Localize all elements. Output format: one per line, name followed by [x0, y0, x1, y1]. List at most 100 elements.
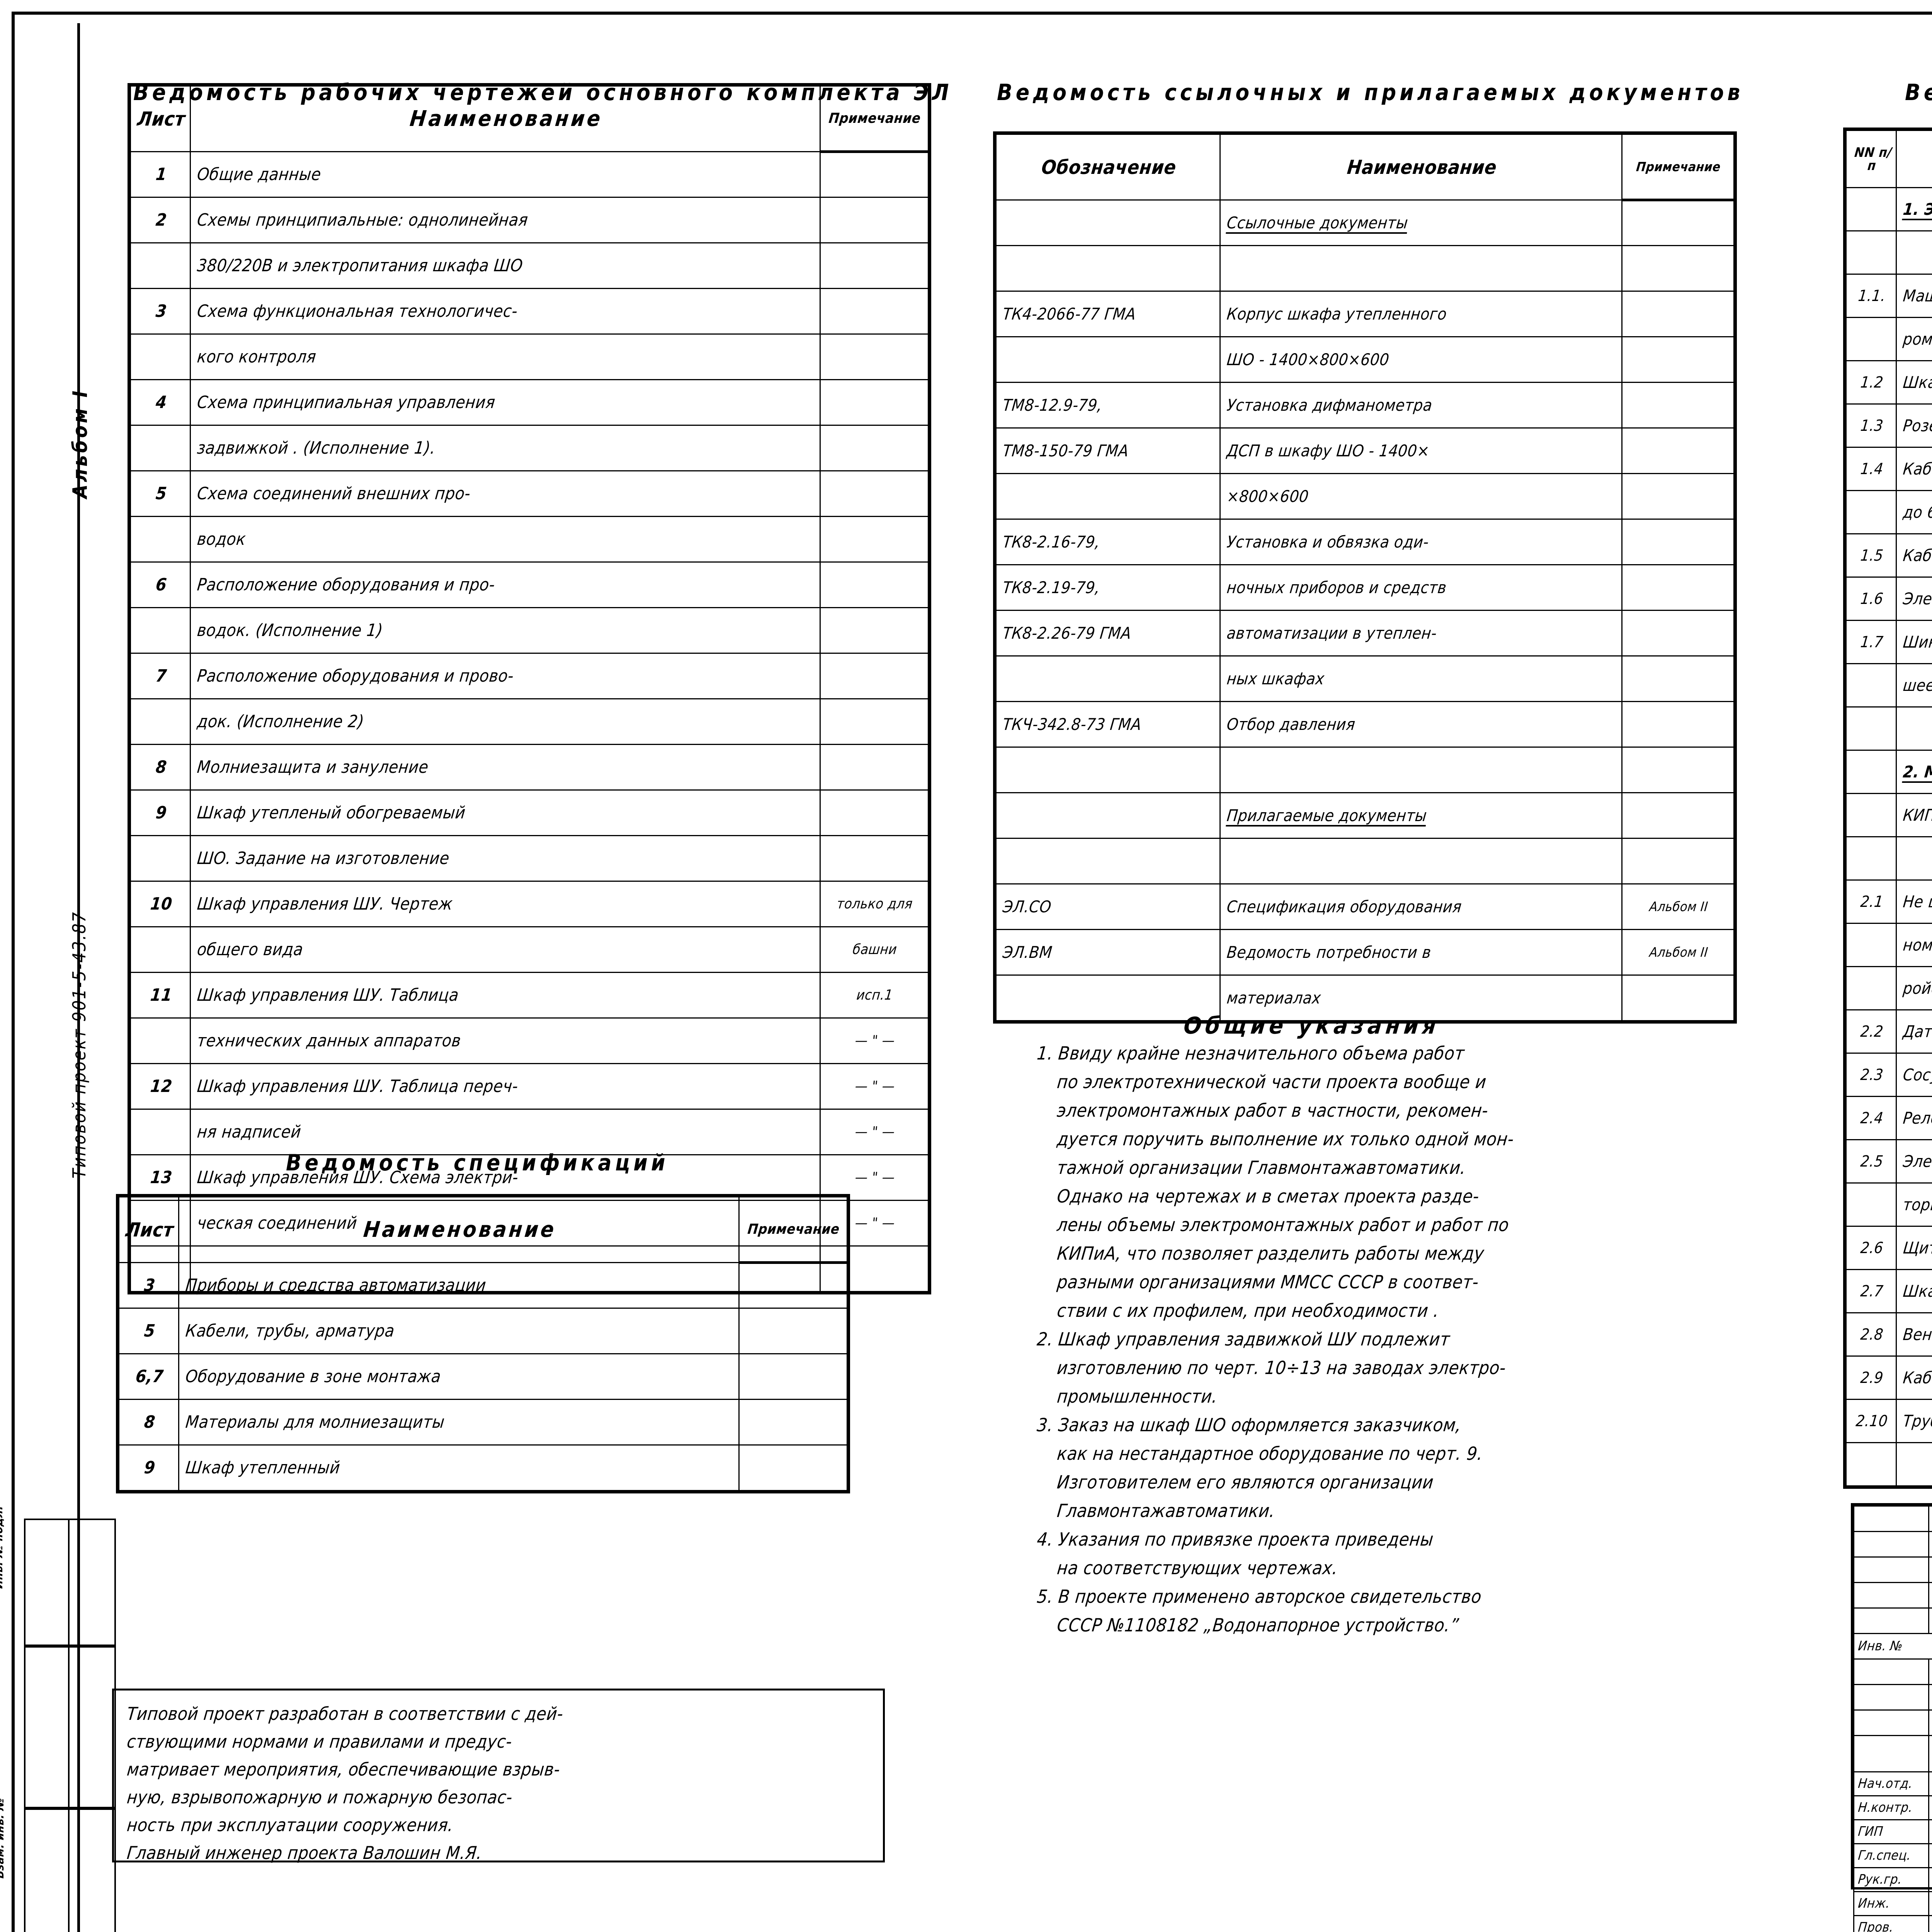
cell-name [1219, 747, 1622, 793]
cell-name: водок. (Исполнение 1) [189, 607, 821, 654]
cell-sheet [130, 242, 191, 289]
cell-work-name [1896, 706, 1932, 751]
table-row: 8 Молниезащита и зануление [130, 744, 929, 791]
col-header-sheet: Лист [118, 1196, 179, 1263]
cell-code [995, 975, 1221, 1021]
cell-no [1845, 966, 1897, 1010]
cell-sheet: 11 [130, 972, 191, 1019]
cell-no [1845, 187, 1897, 231]
cell-note [819, 835, 929, 882]
cell-note [819, 379, 929, 426]
cell-code: ЭЛ.СО [995, 883, 1221, 930]
cell-name: Приборы и средства автоматизации [178, 1262, 740, 1309]
cell-work-name: торы, трансформаторы) [1896, 1182, 1932, 1227]
cell-no [1845, 750, 1897, 794]
table-volumes-body: 1. Электромонтажные работы 1.1.Машина эле… [1845, 187, 1932, 1486]
cell-work-name [1896, 836, 1932, 881]
tb-signer-name: Рудницкий [1928, 1867, 1932, 1893]
table-row: 3 Схема функциональная технологичес- [130, 288, 929, 335]
cell-note [738, 1308, 848, 1354]
cell-sheet: 5 [118, 1308, 179, 1354]
table-row: торы, трансформаторы)шт88 [1845, 1182, 1932, 1227]
cell-name [1219, 245, 1622, 292]
instruction-line: тажной организации Главмонтажавтоматики. [1056, 1157, 1467, 1179]
table-row [1845, 1442, 1932, 1486]
cell-name: Материалы для молниезащиты [178, 1399, 740, 1446]
table-row: 1 Общие данные [130, 151, 929, 198]
instruction-line: лены объемы электромонтажных работ и раб… [1056, 1214, 1510, 1236]
cell-note [1621, 291, 1735, 337]
table-row: 2. Монтажные работы по [1845, 750, 1932, 794]
table-row: кого контроля [130, 333, 929, 380]
cell-note: — " — [819, 1063, 929, 1110]
cell-code [995, 336, 1221, 383]
cell-name: ня надписей [189, 1109, 821, 1155]
cell-sheet: 8 [118, 1399, 179, 1446]
instruction-line: 2. Шкаф управления задвижкой ШУ подлежит [1036, 1329, 1451, 1350]
compliance-note-box: Типовой проект разработан в соответствии… [112, 1689, 885, 1863]
cell-sheet: 3 [130, 288, 191, 335]
cell-note [1621, 199, 1735, 246]
cell-work-name: до 6кв.мм на скобках [1896, 490, 1932, 534]
cell-note: — " — [819, 1109, 929, 1155]
cell-sheet [130, 835, 191, 882]
cell-work-name: Сосуд уравнительный [1896, 1053, 1932, 1097]
tb-signer-role: Гл.спец. [1853, 1843, 1929, 1869]
tb-rev-cell [1928, 1658, 1932, 1685]
cell-work-name [1896, 1442, 1932, 1486]
table-row: технических данных аппаратов — " — [130, 1017, 929, 1064]
cell-name: Шкаф управления ШУ. Чертеж [189, 881, 821, 927]
cell-no: 2.10 [1845, 1399, 1897, 1443]
cell-note [819, 744, 929, 791]
table-row: 5 Схема соединений внешних про- [130, 470, 929, 517]
cell-no: 2.7 [1845, 1269, 1897, 1313]
table-specs: Лист Наименование Примечание 3 Приборы и … [116, 1194, 850, 1495]
table-row: 2.1Не щитовой монтаж дифма- [1845, 879, 1932, 924]
cell-note: — " — [819, 1017, 929, 1064]
cell-no [1845, 317, 1897, 361]
compliance-note-line: матривает мероприятия, обеспечивающие вз… [126, 1759, 561, 1780]
cell-no: 1.2 [1845, 360, 1897, 405]
cell-name: Молниезащита и зануление [189, 744, 821, 791]
table-row: до 6кв.мм на скобкахм6060 [1845, 490, 1932, 534]
table-row: 380/220В и электропитания шкафа ШО [130, 242, 929, 289]
cell-sheet: 6 [130, 561, 191, 608]
cell-sheet [130, 698, 191, 745]
cell-code [995, 199, 1221, 246]
cell-no [1845, 923, 1897, 967]
table-row [1845, 836, 1932, 881]
cell-name: Установка и обвязка оди- [1219, 519, 1622, 565]
table-row: ×800×600 [995, 473, 1735, 520]
tb-signer-name: Литвинова [1928, 1891, 1932, 1917]
cell-name: Оборудование в зоне монтажа [178, 1353, 740, 1400]
cell-sheet [130, 516, 191, 563]
cell-code: ТК4-2066-77 ГМА [995, 291, 1221, 337]
cell-name: Схема принципиальная управления [189, 379, 821, 426]
table-row: 3 Приборы и средства автоматизации [118, 1262, 848, 1309]
cell-code: ТК8-2.16-79, [995, 519, 1221, 565]
tb-rev-cell [1928, 1582, 1932, 1609]
tb-rev-cell [1928, 1709, 1932, 1736]
cell-name: Установка дифманометра [1219, 382, 1622, 429]
tb-signer-role: Инж. [1853, 1891, 1929, 1917]
cell-name: материалах [1219, 975, 1622, 1021]
compliance-note-line: ную, взрывопожарную и пожарную безопас- [126, 1787, 514, 1808]
cell-code [995, 473, 1221, 520]
cell-sheet [130, 607, 191, 654]
table-row: ЭЛ.СО Спецификация оборудования Альбом II [995, 883, 1735, 930]
cell-note [819, 789, 929, 836]
cell-name: 380/220В и электропитания шкафа ШО [189, 242, 821, 289]
cell-sheet: 6,7 [118, 1353, 179, 1400]
table-row: материалах [995, 975, 1735, 1021]
cell-name: Схемы принципиальные: однолинейная [189, 197, 821, 243]
cell-note [819, 197, 929, 243]
table-refs-title: Ведомость ссылочных и прилагаемых докуме… [997, 79, 1744, 105]
tb-rev-cell [1928, 1505, 1932, 1532]
cell-note: только для [819, 881, 929, 927]
instruction-line: промышленности. [1056, 1386, 1219, 1407]
